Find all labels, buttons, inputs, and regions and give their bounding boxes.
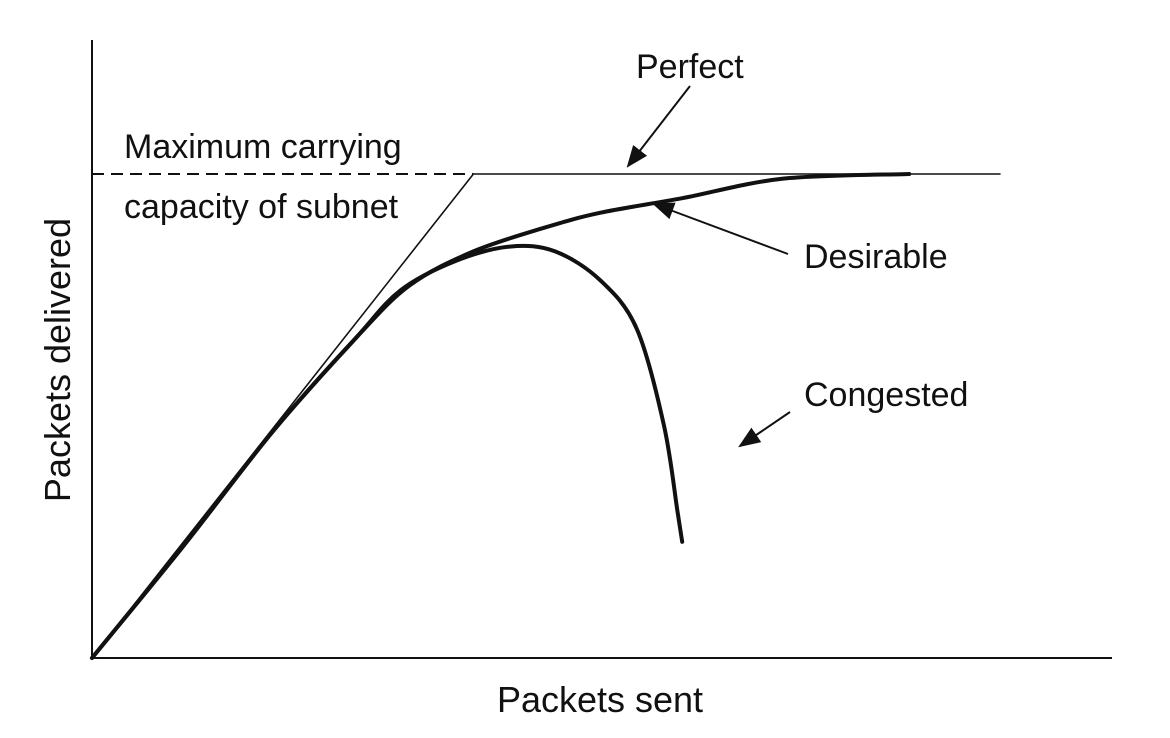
series-perfect-line — [91, 173, 1001, 659]
annotation-perfect: Perfect — [636, 48, 744, 86]
arrow-desirable — [651, 202, 789, 255]
annotation-desirable: Desirable — [804, 238, 948, 276]
annotation-congested: Congested — [804, 376, 968, 414]
y-axis-label: Packets delivered — [37, 218, 78, 502]
capacity-label-line1: Maximum carrying — [124, 128, 402, 166]
capacity-label-line2: capacity of subnet — [124, 188, 399, 226]
x-axis-label: Packets sent — [497, 679, 703, 720]
arrow-congested — [738, 411, 791, 448]
series-congested-line — [90, 243, 685, 660]
series-layer — [90, 172, 1001, 660]
arrow-perfect — [626, 85, 691, 168]
